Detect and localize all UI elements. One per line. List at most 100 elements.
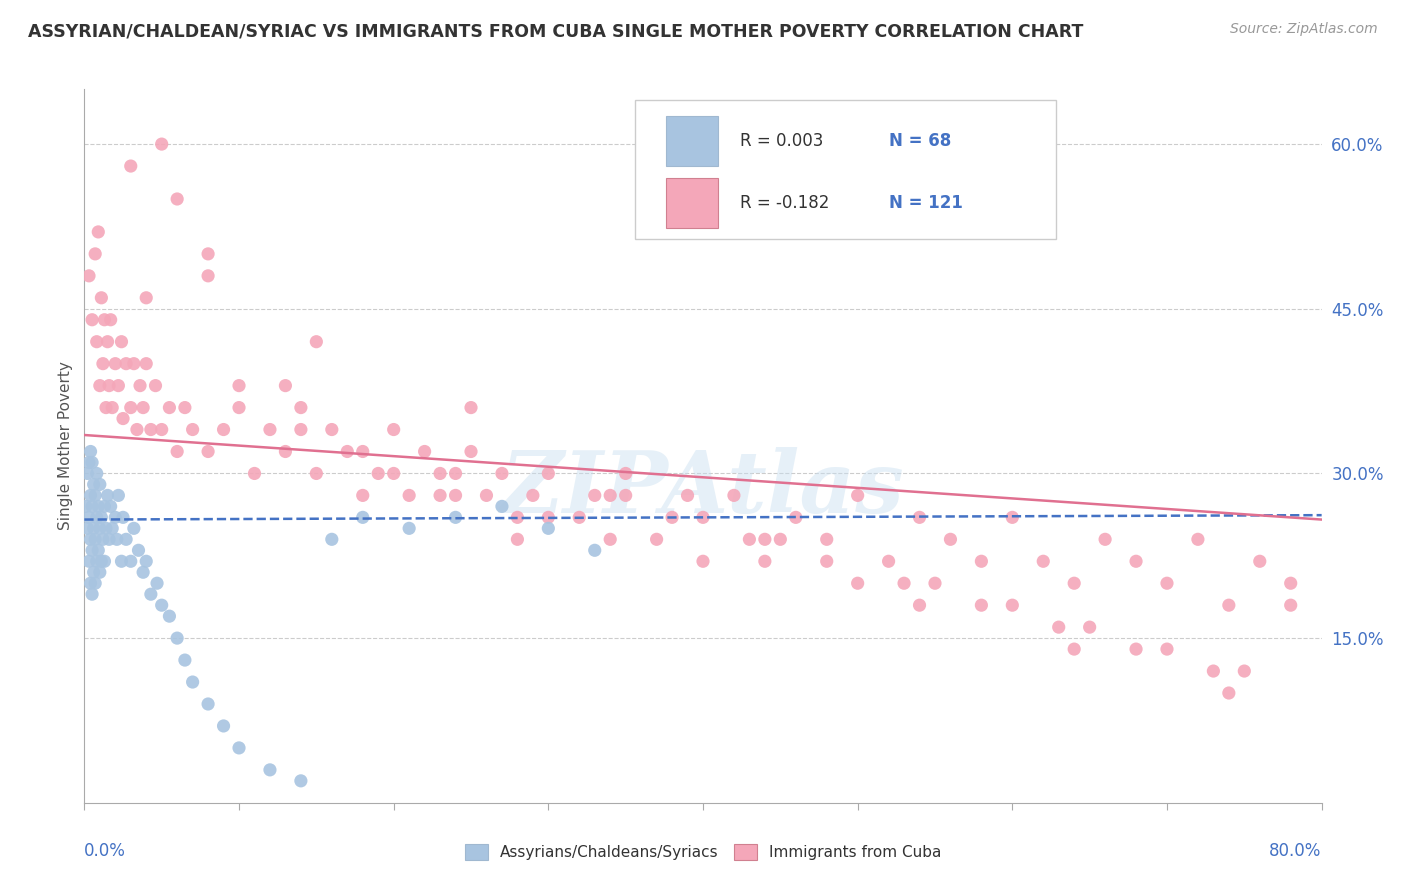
- Point: [90, 554, 112, 568]
- Point: [181, 423, 204, 437]
- Point: [181, 675, 204, 690]
- Point: [259, 423, 281, 437]
- Point: [146, 576, 169, 591]
- Point: [908, 510, 931, 524]
- Point: [1202, 664, 1225, 678]
- Point: [79, 533, 101, 547]
- Point: [97, 488, 120, 502]
- Point: [122, 357, 145, 371]
- Point: [86, 334, 108, 349]
- FancyBboxPatch shape: [636, 100, 1056, 239]
- Point: [84, 533, 107, 547]
- Point: [76, 467, 98, 481]
- Point: [398, 521, 420, 535]
- Point: [939, 533, 962, 547]
- Point: [166, 631, 188, 645]
- Point: [537, 510, 560, 524]
- Point: [76, 521, 98, 535]
- Point: [91, 357, 114, 371]
- Point: [491, 467, 513, 481]
- Point: [166, 192, 188, 206]
- Point: [166, 444, 188, 458]
- Point: [274, 378, 297, 392]
- Point: [398, 488, 420, 502]
- Point: [197, 268, 219, 283]
- Point: [1156, 576, 1178, 591]
- Point: [120, 401, 142, 415]
- Point: [132, 401, 155, 415]
- Point: [77, 554, 100, 568]
- Point: [174, 401, 197, 415]
- Point: [846, 488, 869, 502]
- Point: [321, 423, 343, 437]
- Point: [305, 467, 328, 481]
- Point: [692, 510, 714, 524]
- Point: [115, 533, 138, 547]
- Point: [537, 467, 560, 481]
- Point: [738, 533, 761, 547]
- Text: 80.0%: 80.0%: [1270, 842, 1322, 860]
- Bar: [666, 116, 718, 166]
- Text: ZIPAtlas: ZIPAtlas: [501, 447, 905, 531]
- Text: R = -0.182: R = -0.182: [740, 194, 839, 212]
- Point: [82, 500, 104, 514]
- Point: [352, 510, 374, 524]
- Point: [1187, 533, 1209, 547]
- Point: [1279, 576, 1302, 591]
- Y-axis label: Single Mother Poverty: Single Mother Poverty: [58, 361, 73, 531]
- Point: [970, 598, 993, 612]
- Point: [228, 401, 250, 415]
- Point: [112, 510, 135, 524]
- Point: [75, 500, 97, 514]
- Point: [259, 763, 281, 777]
- Point: [98, 378, 121, 392]
- Point: [87, 500, 110, 514]
- Point: [537, 521, 560, 535]
- Point: [110, 554, 132, 568]
- Point: [86, 510, 108, 524]
- Text: N = 68: N = 68: [889, 132, 950, 150]
- Point: [1047, 620, 1070, 634]
- Point: [105, 533, 128, 547]
- Point: [129, 378, 152, 392]
- Point: [460, 401, 482, 415]
- Point: [197, 247, 219, 261]
- Point: [877, 554, 900, 568]
- Point: [1001, 598, 1024, 612]
- Point: [90, 510, 112, 524]
- Point: [692, 554, 714, 568]
- Text: 0.0%: 0.0%: [84, 842, 127, 860]
- Point: [110, 334, 132, 349]
- Point: [228, 378, 250, 392]
- Point: [93, 554, 115, 568]
- Point: [1125, 642, 1147, 657]
- Point: [135, 554, 157, 568]
- Point: [893, 576, 915, 591]
- Point: [661, 510, 683, 524]
- Point: [100, 500, 122, 514]
- Point: [645, 533, 668, 547]
- Point: [305, 334, 328, 349]
- Point: [104, 357, 127, 371]
- Point: [336, 444, 359, 458]
- Point: [815, 533, 838, 547]
- Point: [104, 510, 127, 524]
- Point: [723, 488, 745, 502]
- Point: [87, 225, 110, 239]
- Point: [785, 510, 807, 524]
- Point: [1094, 533, 1116, 547]
- Point: [139, 587, 162, 601]
- Point: [352, 444, 374, 458]
- Point: [93, 500, 115, 514]
- Point: [89, 378, 111, 392]
- Point: [970, 554, 993, 568]
- Point: [815, 554, 838, 568]
- Point: [1032, 554, 1054, 568]
- Point: [77, 510, 100, 524]
- Point: [145, 378, 167, 392]
- Point: [139, 423, 162, 437]
- Point: [79, 488, 101, 502]
- Point: [84, 576, 107, 591]
- Point: [112, 411, 135, 425]
- Point: [754, 533, 776, 547]
